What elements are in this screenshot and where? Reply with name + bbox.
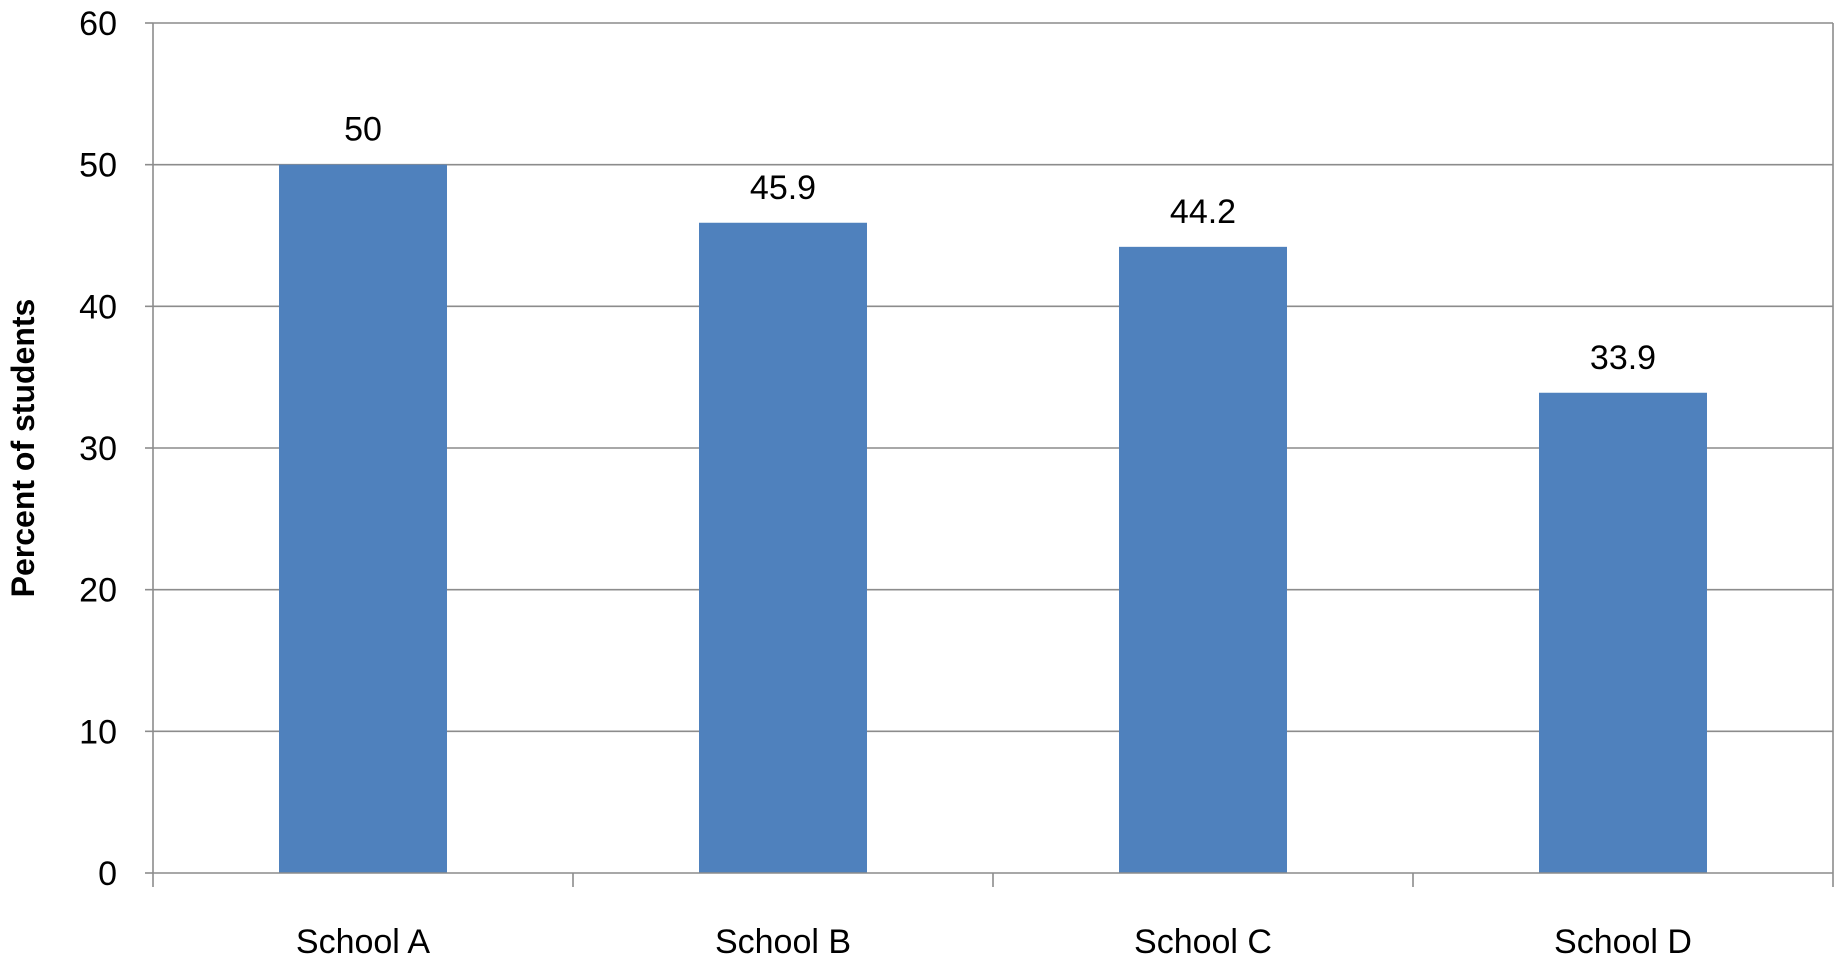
x-category-label: School B bbox=[715, 923, 851, 961]
y-tick-label: 60 bbox=[79, 5, 117, 43]
bar bbox=[279, 164, 447, 873]
y-tick-label: 10 bbox=[79, 713, 117, 751]
bar bbox=[1119, 246, 1287, 874]
bar-data-label: 33.9 bbox=[1590, 339, 1656, 377]
bar bbox=[699, 222, 867, 873]
y-tick-label: 20 bbox=[79, 572, 117, 610]
y-axis-title: Percent of students bbox=[5, 299, 41, 598]
y-tick-label: 30 bbox=[79, 430, 117, 468]
x-category-label: School A bbox=[296, 923, 431, 961]
labels: 0 10 20 30 40 50 60 50 School A 45.9 School B 44.2 S… bbox=[79, 5, 1692, 961]
bars bbox=[279, 164, 1707, 874]
bar-data-label: 50 bbox=[344, 111, 382, 149]
x-category-label: School C bbox=[1134, 923, 1272, 961]
y-tick-label: 50 bbox=[79, 147, 117, 185]
bar-data-label: 44.2 bbox=[1170, 193, 1236, 231]
bar bbox=[1539, 392, 1707, 873]
axes bbox=[145, 22, 1834, 887]
y-tick-label: 0 bbox=[98, 855, 117, 893]
y-tick-label: 40 bbox=[79, 288, 117, 326]
bar-data-label: 45.9 bbox=[750, 169, 816, 207]
x-category-label: School D bbox=[1554, 923, 1692, 961]
